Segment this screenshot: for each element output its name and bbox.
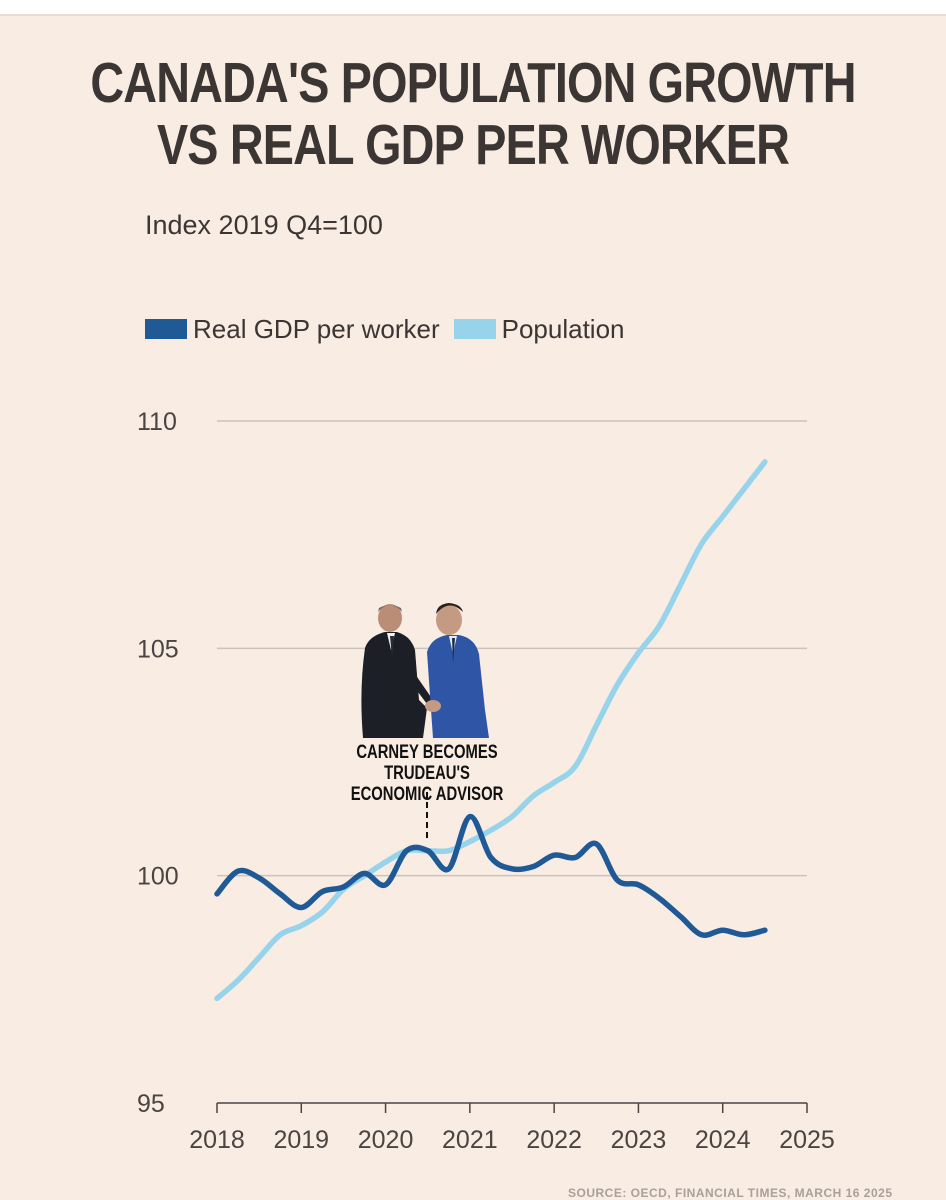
- x-tick-label-2020: 2020: [358, 1126, 414, 1154]
- x-tick-label-2019: 2019: [273, 1126, 329, 1154]
- legend-swatch-population: [453, 319, 496, 339]
- x-tick-label-2018: 2018: [189, 1126, 245, 1154]
- y-tick-label-105: 105: [137, 635, 179, 663]
- y-tick-label-95: 95: [137, 1090, 165, 1118]
- x-tick-label-2025: 2025: [779, 1126, 835, 1154]
- chart-legend: Real GDP per worker Population: [145, 312, 639, 346]
- handshake-photo: [361, 603, 489, 738]
- source-note: SOURCE: OECD, FINANCIAL TIMES, MARCH 16 …: [568, 1186, 893, 1200]
- title-line-1: CANADA'S POPULATION GROWTH: [90, 51, 856, 115]
- x-tick-label-2022: 2022: [526, 1126, 582, 1154]
- title-line-2: VS REAL GDP PER WORKER: [156, 113, 790, 177]
- legend-item-population: Population: [453, 313, 625, 345]
- legend-label-population: Population: [501, 313, 625, 344]
- annotation-line-1: CARNEY BECOMES TRUDEAU'S: [356, 742, 498, 784]
- annotation-dashed-pointer: [426, 792, 428, 838]
- x-tick-label-2024: 2024: [695, 1126, 751, 1154]
- legend-label-gdp: Real GDP per worker: [193, 313, 440, 344]
- chart-title: CANADA'S POPULATION GROWTH VS REAL GDP P…: [85, 52, 861, 176]
- chart-subtitle: Index 2019 Q4=100: [145, 210, 383, 240]
- series-line-real-gdp-per-worker: [214, 813, 768, 938]
- x-tick-label-2023: 2023: [611, 1126, 667, 1154]
- series-line-population: [214, 459, 768, 1002]
- y-tick-label-110: 110: [137, 408, 177, 436]
- x-tick-label-2021: 2021: [442, 1126, 498, 1154]
- legend-item-gdp: Real GDP per worker: [145, 314, 440, 345]
- y-tick-label-100: 100: [137, 863, 179, 891]
- legend-swatch-gdp: [145, 319, 187, 339]
- top-bar: [0, 0, 946, 16]
